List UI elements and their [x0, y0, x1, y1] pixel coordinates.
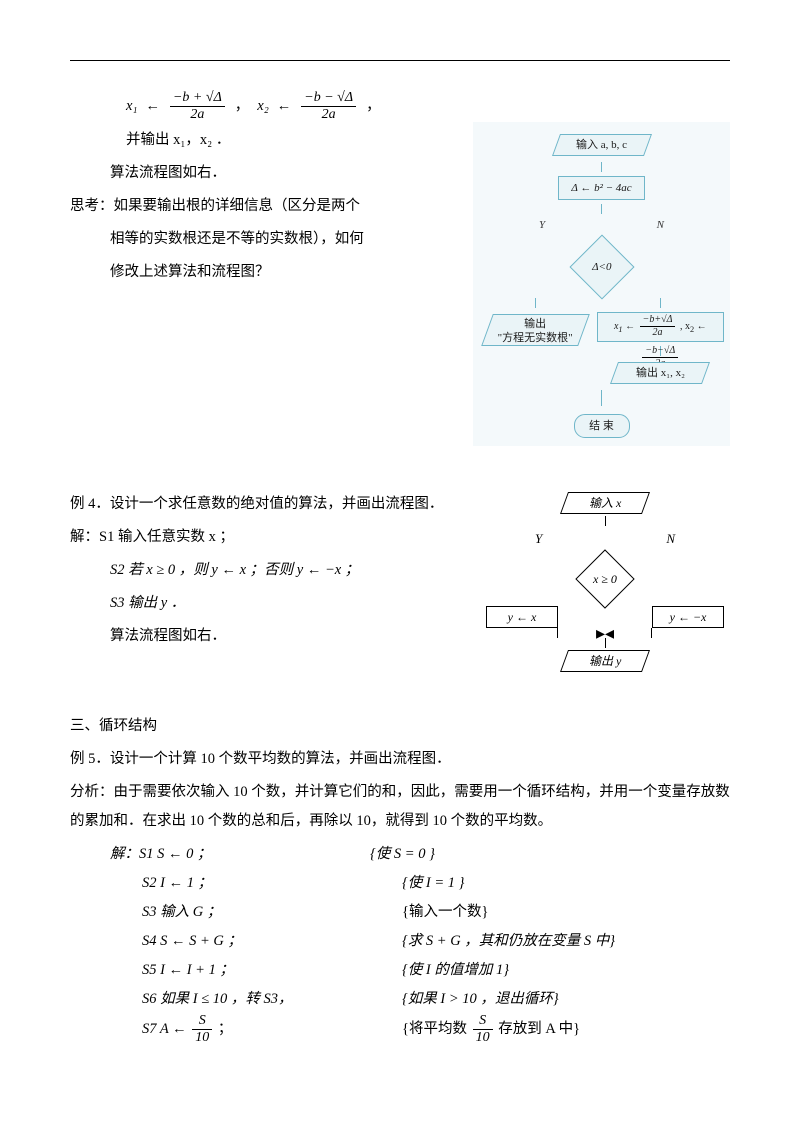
fc2-n: N	[666, 526, 675, 552]
sym-x2: x₂	[257, 92, 268, 121]
step-row-7: S7 A ← S10 ； {将平均数 S10 存放到 A 中}	[70, 1014, 730, 1045]
step-row: S2 I ← 1 ；{使 I = 1 }	[70, 869, 730, 898]
flowchart-abs: 输入 x Y N x ≥ 0 y ← x y ← −x ▸◂ 输出 y	[480, 486, 730, 678]
fc2-input: 输入 x	[560, 492, 650, 514]
arrow-1: ←	[145, 92, 160, 121]
fc2-cond: x ≥ 0	[575, 549, 634, 608]
fc1-cond: Δ<0	[569, 234, 634, 299]
fc1-delta: Δ ← b² − 4ac	[558, 176, 645, 200]
ex5-analysis: 分析：由于需要依次输入 10 个数，并计算它们的和，因此，需要用一个循环结构，并…	[70, 778, 730, 836]
fc2-right: y ← −x	[652, 606, 724, 628]
fc2-out: 输出 y	[560, 650, 650, 672]
tail: ，	[366, 92, 381, 121]
flowchart-quadratic: 输入 a, b, c Δ ← b² − 4ac Y N Δ<0 输出"方程无实数…	[473, 122, 730, 446]
step-row: S6 如果 I ≤ 10 ，转 S3，{如果 I > 10 ，退出循环}	[70, 985, 730, 1014]
fc1-input: 输入 a, b, c	[551, 134, 651, 156]
top-rule	[70, 60, 730, 61]
arrow-2: ←	[277, 92, 292, 121]
frac-x2: −b − √Δ 2a	[301, 91, 356, 122]
fc2-y: Y	[535, 526, 542, 552]
sep: ，	[235, 92, 250, 121]
sec3-heading: 三、循环结构	[70, 712, 730, 741]
fc1-out-x: 输出 x₁, x₂	[610, 362, 710, 384]
sym-x1: x₁	[126, 92, 137, 121]
fc1-end: 结 束	[574, 414, 630, 438]
fc1-n: N	[657, 214, 664, 236]
equation-x1-x2: x₁ ← −b + √Δ 2a ， x₂ ← −b − √Δ 2a ，	[70, 91, 730, 122]
fc1-compute: x1 ← −b+√Δ2a , x2 ← −b−√Δ2a	[597, 312, 724, 342]
step-row: 解：S1 S ← 0 ；{使 S = 0 }	[70, 840, 730, 869]
fc2-left: y ← x	[486, 606, 558, 628]
step-row: S5 I ← I + 1 ；{使 I 的值增加 1}	[70, 956, 730, 985]
fc1-no-root: 输出"方程无实数根"	[481, 314, 590, 346]
step-row: S4 S ← S + G ；{求 S + G ，其和仍放在变量 S 中}	[70, 927, 730, 956]
fc1-y: Y	[539, 214, 545, 236]
ex5-title: 例 5．设计一个计算 10 个数平均数的算法，并画出流程图．	[70, 745, 730, 774]
step-row: S3 输入 G ；{输入一个数}	[70, 898, 730, 927]
frac-x1: −b + √Δ 2a	[170, 91, 225, 122]
